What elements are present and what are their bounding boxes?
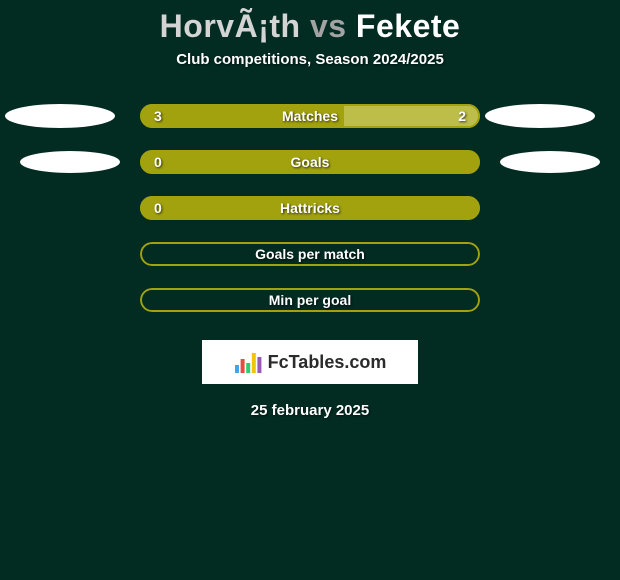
bar-fill-left bbox=[140, 104, 344, 128]
bar-fill-left bbox=[140, 196, 480, 220]
page-title: HorvÃ¡th vs Fekete bbox=[160, 8, 461, 45]
player2-name: Fekete bbox=[356, 8, 460, 44]
bar-border bbox=[140, 242, 480, 266]
bar-border bbox=[140, 288, 480, 312]
subtitle: Club competitions, Season 2024/2025 bbox=[176, 51, 444, 68]
bars-icon bbox=[234, 351, 262, 373]
stat-bar: Min per goal bbox=[140, 288, 480, 312]
date-label: 25 february 2025 bbox=[251, 402, 369, 419]
decorative-oval bbox=[20, 151, 120, 173]
stat-row: Matches32 bbox=[0, 104, 620, 128]
vs-separator: vs bbox=[310, 8, 347, 44]
stat-row: Goals0 bbox=[0, 150, 620, 174]
logo-text: FcTables.com bbox=[268, 352, 387, 373]
decorative-oval bbox=[500, 151, 600, 173]
stat-rows: Matches32 Goals0 Hattricks0 Goals per match… bbox=[0, 104, 620, 312]
stat-row: Goals per match bbox=[0, 242, 620, 266]
bar-fill-right bbox=[344, 104, 480, 128]
stat-bar: Goals0 bbox=[140, 150, 480, 174]
stat-label: Goals per match bbox=[140, 246, 480, 262]
stat-bar: Goals per match bbox=[140, 242, 480, 266]
bar-fill-left bbox=[140, 150, 480, 174]
logo-box: FcTables.com bbox=[202, 340, 418, 384]
stat-row: Hattricks0 bbox=[0, 196, 620, 220]
decorative-oval bbox=[5, 104, 115, 128]
player1-name: HorvÃ¡th bbox=[160, 8, 301, 44]
stat-bar: Matches32 bbox=[140, 104, 480, 128]
comparison-infographic: HorvÃ¡th vs Fekete Club competitions, Se… bbox=[0, 0, 620, 419]
stat-label: Min per goal bbox=[140, 292, 480, 308]
decorative-oval bbox=[485, 104, 595, 128]
stat-row: Min per goal bbox=[0, 288, 620, 312]
stat-bar: Hattricks0 bbox=[140, 196, 480, 220]
